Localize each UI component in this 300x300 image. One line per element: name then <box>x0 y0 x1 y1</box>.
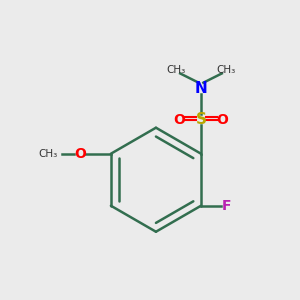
Text: CH₃: CH₃ <box>38 149 57 159</box>
Text: O: O <box>217 112 228 127</box>
Text: CH₃: CH₃ <box>166 65 185 76</box>
Text: O: O <box>174 112 185 127</box>
Text: S: S <box>196 112 206 127</box>
Text: F: F <box>221 199 231 213</box>
Text: O: O <box>74 147 85 161</box>
Text: N: N <box>195 81 207 96</box>
Text: CH₃: CH₃ <box>217 65 236 76</box>
